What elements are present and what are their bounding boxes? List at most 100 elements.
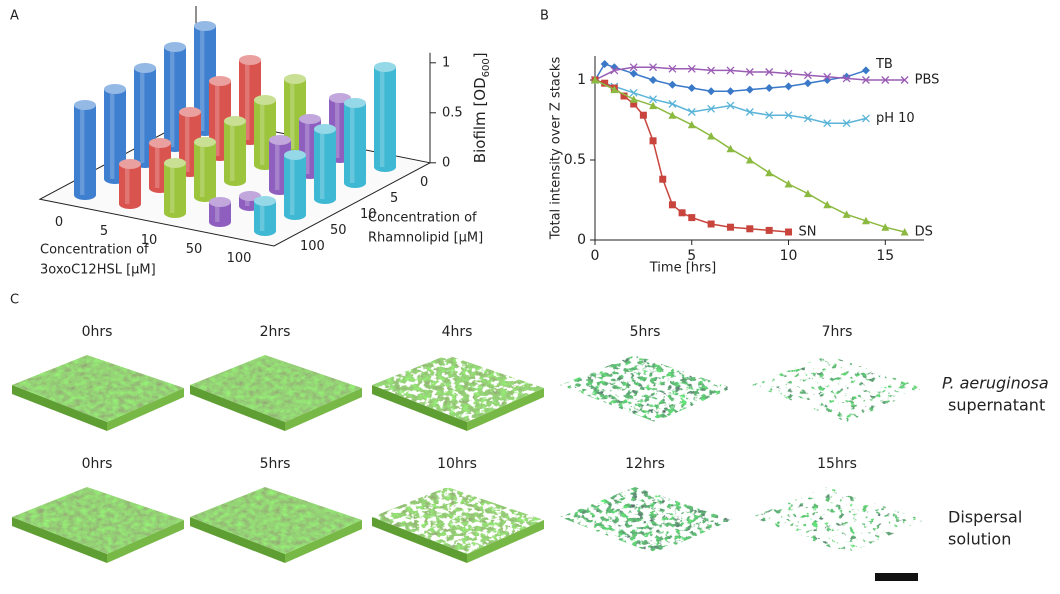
marker bbox=[766, 227, 773, 234]
panel-label: B bbox=[540, 9, 549, 24]
x-tick-label: 50 bbox=[186, 242, 203, 257]
marker bbox=[765, 169, 773, 177]
row-label: solution bbox=[948, 530, 1011, 549]
marker bbox=[668, 81, 676, 89]
z-tick-label: 1 bbox=[442, 55, 450, 70]
time-label: 15hrs bbox=[817, 456, 857, 472]
y-axis-label: Total intensity over Z stacks bbox=[549, 57, 564, 241]
figure: A00.51Biofilm [OD600]051050100051050100C… bbox=[0, 0, 1060, 590]
cylinder bbox=[254, 196, 276, 236]
marker bbox=[765, 84, 773, 92]
biofilm-image bbox=[12, 487, 184, 563]
time-label: 4hrs bbox=[442, 324, 473, 340]
depth-axis-label: Concentration of bbox=[368, 211, 477, 226]
marker bbox=[785, 82, 793, 90]
cylinder bbox=[74, 100, 96, 200]
marker bbox=[804, 79, 812, 87]
marker bbox=[659, 176, 666, 183]
scale-bar bbox=[875, 573, 918, 581]
marker bbox=[650, 137, 657, 144]
time-label: 2hrs bbox=[260, 324, 291, 340]
time-label: 0hrs bbox=[82, 324, 113, 340]
cylinder bbox=[374, 62, 396, 172]
depth-tick-label: 0 bbox=[420, 175, 428, 190]
biofilm-image bbox=[190, 487, 362, 563]
marker bbox=[785, 229, 792, 236]
marker bbox=[726, 145, 734, 153]
time-label: 7hrs bbox=[822, 324, 853, 340]
depth-tick-label: 5 bbox=[390, 191, 398, 206]
series-label: PBS bbox=[915, 73, 940, 88]
marker bbox=[862, 66, 870, 74]
cylinder bbox=[284, 150, 306, 220]
marker bbox=[688, 121, 696, 129]
z-tick-label: 0.5 bbox=[442, 105, 463, 120]
cylinder bbox=[164, 158, 186, 218]
cylinder bbox=[224, 116, 246, 186]
marker bbox=[601, 60, 609, 68]
time-label: 10hrs bbox=[437, 456, 477, 472]
time-label: 0hrs bbox=[82, 456, 113, 472]
series-line bbox=[595, 64, 866, 91]
y-tick-label: 0 bbox=[577, 232, 586, 248]
marker bbox=[804, 190, 812, 198]
biofilm-image bbox=[752, 355, 924, 422]
marker bbox=[823, 201, 831, 209]
marker bbox=[727, 224, 734, 231]
depth-axis-label: Rhamnolipid [μM] bbox=[368, 231, 483, 246]
series-label: TB bbox=[875, 57, 893, 72]
marker bbox=[679, 209, 686, 216]
biofilm-image bbox=[372, 487, 544, 563]
z-axis-label-part: 600 bbox=[481, 58, 492, 77]
x-tick-label: 10 bbox=[780, 248, 798, 264]
x-axis-label: Time [hrs] bbox=[649, 261, 716, 276]
cylinder bbox=[194, 137, 216, 202]
time-label: 12hrs bbox=[625, 456, 665, 472]
cylinder bbox=[119, 159, 141, 209]
marker bbox=[688, 214, 695, 221]
marker bbox=[746, 86, 754, 94]
row-label: Dispersal bbox=[948, 508, 1022, 527]
x-tick-label: 100 bbox=[227, 251, 252, 266]
row-label: P. aeruginosa bbox=[942, 374, 1049, 393]
time-label: 5hrs bbox=[630, 324, 661, 340]
marker bbox=[843, 73, 851, 81]
series-label: DS bbox=[915, 225, 933, 240]
marker bbox=[746, 225, 753, 232]
series-label: pH 10 bbox=[876, 111, 915, 126]
x-tick-label: 15 bbox=[876, 248, 894, 264]
cylinder bbox=[314, 124, 336, 204]
cylinder bbox=[344, 98, 366, 188]
x-tick-label: 0 bbox=[591, 248, 600, 264]
marker bbox=[640, 112, 647, 119]
marker bbox=[649, 76, 657, 84]
y-tick-label: 1 bbox=[577, 72, 586, 88]
marker bbox=[726, 87, 734, 95]
marker bbox=[707, 87, 715, 95]
z-axis-label-part: Biofilm [OD bbox=[471, 77, 489, 163]
series-label: SN bbox=[799, 225, 817, 240]
depth-tick-label: 100 bbox=[300, 239, 325, 254]
cylinder bbox=[209, 197, 231, 227]
z-axis-label-part: ] bbox=[471, 52, 489, 58]
marker bbox=[668, 111, 676, 119]
biofilm-image bbox=[190, 355, 362, 431]
marker bbox=[707, 132, 715, 140]
biofilm-image bbox=[560, 487, 732, 554]
x-axis-label: Concentration of bbox=[40, 243, 149, 258]
panel-label: C bbox=[10, 293, 19, 308]
biofilm-image bbox=[560, 355, 732, 422]
z-tick-label: 0 bbox=[442, 155, 450, 170]
time-label: 5hrs bbox=[260, 456, 291, 472]
x-tick-label: 5 bbox=[100, 224, 108, 239]
marker bbox=[785, 180, 793, 188]
depth-tick-label: 50 bbox=[330, 223, 347, 238]
x-tick-label: 0 bbox=[55, 215, 63, 230]
marker bbox=[688, 84, 696, 92]
biofilm-image bbox=[752, 487, 924, 554]
x-axis-label: 3oxoC12HSL [μM] bbox=[40, 263, 156, 278]
marker bbox=[708, 221, 715, 228]
biofilm-image bbox=[12, 355, 184, 431]
z-axis-label: Biofilm [OD600] bbox=[471, 52, 492, 163]
panel-label: A bbox=[10, 9, 19, 24]
